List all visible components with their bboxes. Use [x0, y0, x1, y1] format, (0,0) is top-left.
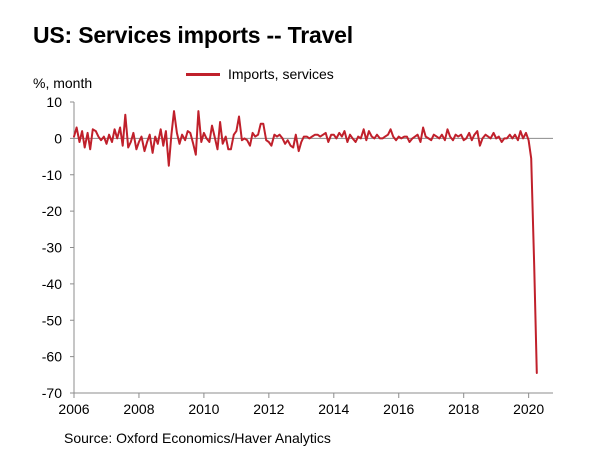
x-tick-label: 2012 [253, 401, 284, 417]
chart-title: US: Services imports -- Travel [33, 22, 353, 48]
y-axis-unit-label: %, month [33, 75, 93, 91]
y-tick-label: -70 [42, 385, 62, 401]
legend-label: Imports, services [228, 66, 334, 82]
y-tick-label: -10 [42, 167, 62, 183]
y-tick-label: -40 [42, 276, 62, 292]
legend-swatch [186, 72, 220, 76]
y-tick-label: -50 [42, 312, 62, 328]
y-tick-label: 10 [46, 94, 62, 110]
x-tick-label: 2010 [188, 401, 219, 417]
y-tick-label: -20 [42, 203, 62, 219]
y-tick-label: 0 [54, 130, 62, 146]
legend: Imports, services [186, 66, 334, 82]
x-tick-label: 2014 [318, 401, 349, 417]
series-line-imports-services [73, 110, 538, 374]
x-tick-label: 2008 [123, 401, 154, 417]
x-tick-label: 2020 [513, 401, 544, 417]
source-note: Source: Oxford Economics/Haver Analytics [64, 430, 331, 446]
y-tick-label: -60 [42, 349, 62, 365]
x-tick-label: 2006 [58, 401, 89, 417]
y-tick-label: -30 [42, 240, 62, 256]
x-tick-label: 2016 [383, 401, 414, 417]
x-tick-label: 2018 [448, 401, 479, 417]
